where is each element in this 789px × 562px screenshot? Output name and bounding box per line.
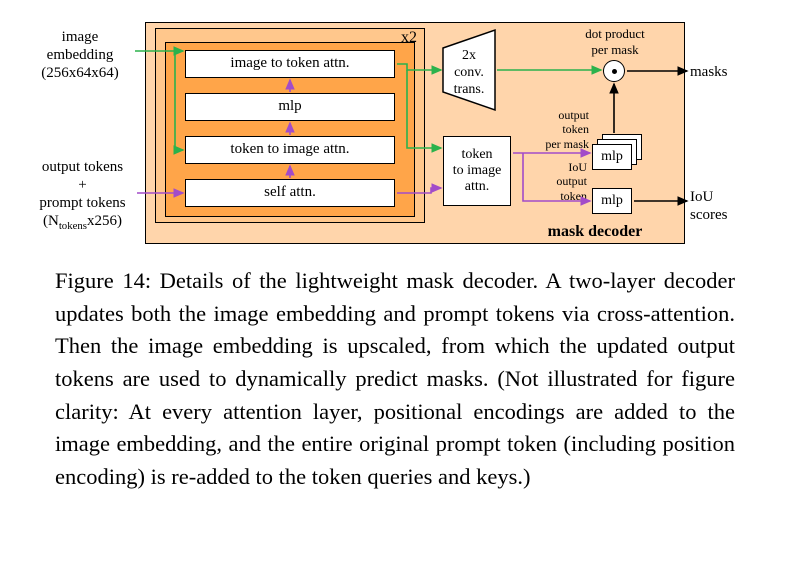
iot-l2: output [556, 174, 587, 188]
masks-output-label: masks [690, 63, 740, 81]
iou-scores-label: IoU scores [690, 188, 740, 224]
caption-prefix: Figure 14: [55, 268, 151, 293]
mlp-stack: mlp [592, 134, 642, 170]
t2i-line1: token [461, 147, 492, 162]
conv-trans-line3: trans. [454, 82, 485, 97]
t2i-line2: to image [453, 163, 502, 178]
ie-l1: image [62, 29, 99, 45]
token-to-image-attn-block: token to image attn. [185, 136, 395, 164]
ios-l2: scores [690, 207, 728, 223]
tk-l3: prompt tokens [39, 195, 125, 211]
tk-l1: output tokens [42, 159, 123, 175]
dp-line1: dot product [585, 26, 645, 41]
dp-line2: per mask [591, 42, 638, 57]
mlp-stack-label: mlp [601, 149, 623, 165]
mask-decoder-label: mask decoder [515, 222, 675, 241]
image-to-token-attn-block: image to token attn. [185, 50, 395, 78]
tk-l4sub: tokens [59, 220, 87, 232]
tk-l4pre: (N [43, 213, 59, 229]
iot-l3: token [560, 189, 587, 203]
mlp-block: mlp [185, 93, 395, 121]
image-embedding-input-label: image embedding (256x64x64) [25, 28, 135, 82]
ie-l3: (256x64x64) [41, 65, 119, 81]
ios-l1: IoU [690, 189, 713, 205]
mlp-iou-box: mlp [592, 188, 632, 214]
output-token-per-mask-label: output token per mask [523, 108, 589, 151]
dot-product-label: dot product per mask [575, 26, 655, 57]
conv-trans-label: 2x conv. trans. [444, 48, 494, 98]
tk-l4post: x256) [87, 213, 122, 229]
dot-product-icon [603, 60, 625, 82]
t2i-line3: attn. [465, 179, 490, 194]
ie-l2: embedding [47, 47, 114, 63]
tokens-input-label: output tokens + prompt tokens (Ntokensx2… [25, 158, 140, 233]
conv-trans-line2: conv. [454, 65, 484, 80]
tk-l2: + [78, 177, 86, 193]
iot-l1: IoU [568, 160, 587, 174]
self-attn-block: self attn. [185, 179, 395, 207]
conv-trans-line1: 2x [462, 48, 476, 63]
x2-label: x2 [395, 28, 423, 47]
token-to-image-attn-right: token to image attn. [443, 136, 511, 206]
otpm-l1: output [558, 108, 589, 122]
caption-body: Details of the lightweight mask decoder.… [55, 268, 735, 489]
otpm-l3: per mask [545, 137, 589, 151]
mask-decoder-diagram: x2 image to token attn. mlp token to ima… [55, 18, 735, 248]
otpm-l2: token [562, 122, 589, 136]
iou-output-token-label: IoU output token [531, 160, 587, 203]
figure-caption: Figure 14: Details of the lightweight ma… [55, 265, 735, 493]
